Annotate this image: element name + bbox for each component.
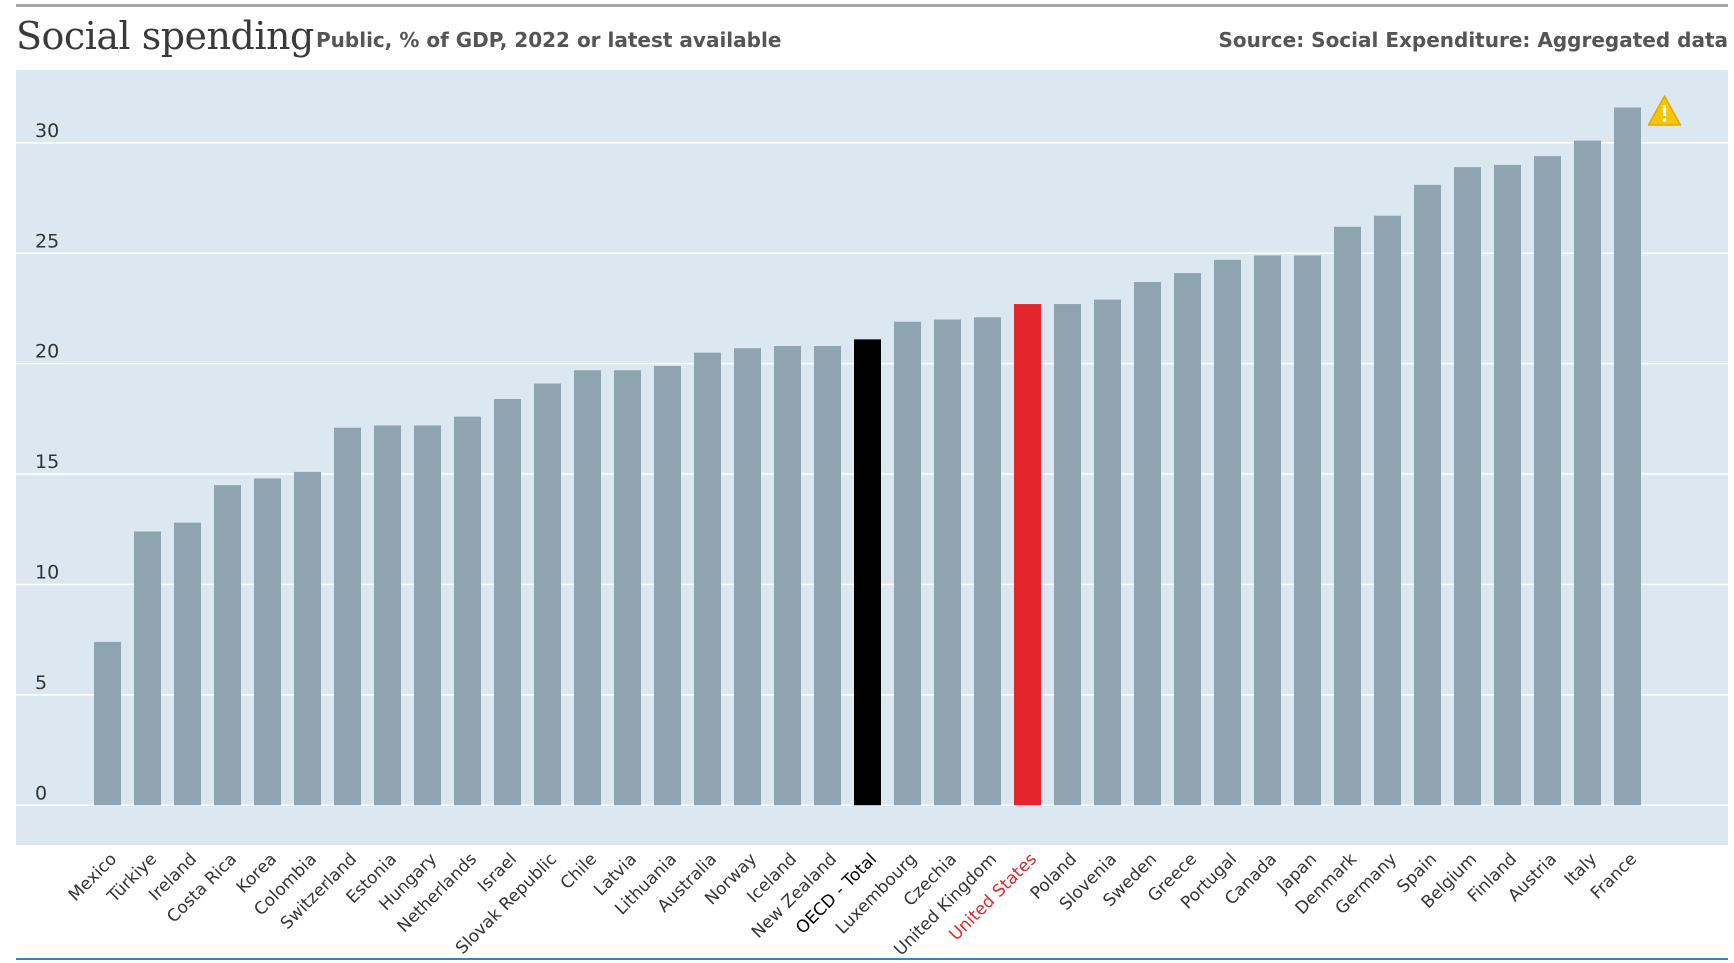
top-rule — [16, 4, 1728, 7]
bar-belgium[interactable] — [1454, 167, 1481, 806]
bottom-rule — [16, 958, 1728, 960]
y-tick-label: 10 — [35, 561, 59, 583]
bar-israel[interactable] — [494, 398, 521, 806]
bar-oecd-total[interactable] — [854, 339, 881, 806]
y-tick-label: 20 — [35, 341, 59, 363]
bar-united-states[interactable] — [1014, 304, 1041, 806]
bar-greece[interactable] — [1174, 273, 1201, 806]
bar-colombia[interactable] — [294, 471, 321, 806]
bar-estonia[interactable] — [374, 425, 401, 806]
bar-turkiye[interactable] — [134, 531, 161, 806]
bar-united-kingdom[interactable] — [974, 317, 1001, 806]
bar-finland[interactable] — [1494, 164, 1521, 806]
bar-czechia[interactable] — [934, 319, 961, 806]
bar-italy[interactable] — [1574, 140, 1601, 806]
bar-chile[interactable] — [574, 370, 601, 806]
bar-netherlands[interactable] — [454, 416, 481, 806]
chart-title: Social spending — [16, 14, 314, 58]
bar-poland[interactable] — [1054, 304, 1081, 806]
bar-ireland[interactable] — [174, 522, 201, 806]
warning-icon[interactable] — [1647, 95, 1682, 126]
bar-portugal[interactable] — [1214, 259, 1241, 806]
x-tick-label-france: France — [1587, 849, 1641, 903]
bar-new-zealand[interactable] — [814, 345, 841, 806]
bar-latvia[interactable] — [614, 370, 641, 806]
y-tick-label: 5 — [35, 672, 47, 694]
bar-mexico[interactable] — [94, 641, 121, 806]
y-tick-label: 25 — [35, 230, 59, 252]
bar-hungary[interactable] — [414, 425, 441, 806]
bar-australia[interactable] — [694, 352, 721, 806]
bar-luxembourg[interactable] — [894, 321, 921, 806]
y-tick-label: 30 — [35, 120, 59, 142]
bar-austria[interactable] — [1534, 156, 1561, 806]
chart-subtitle: Public, % of GDP, 2022 or latest availab… — [316, 28, 782, 52]
y-tick-label: 0 — [35, 782, 47, 804]
bar-iceland[interactable] — [774, 345, 801, 806]
bar-slovak-republic[interactable] — [534, 383, 561, 806]
bar-japan[interactable] — [1294, 255, 1321, 806]
bar-sweden[interactable] — [1134, 281, 1161, 806]
chart-source[interactable]: Source: Social Expenditure: Aggregated d… — [1218, 28, 1728, 52]
bar-norway[interactable] — [734, 348, 761, 806]
bar-costa-rica[interactable] — [214, 485, 241, 806]
bar-canada[interactable] — [1254, 255, 1281, 806]
y-tick-label: 15 — [35, 451, 59, 473]
bar-korea[interactable] — [254, 478, 281, 806]
bar-france[interactable] — [1614, 107, 1641, 806]
bar-germany[interactable] — [1374, 215, 1401, 806]
bar-denmark[interactable] — [1334, 226, 1361, 806]
bar-lithuania[interactable] — [654, 365, 681, 806]
bar-slovenia[interactable] — [1094, 299, 1121, 806]
bar-switzerland[interactable] — [334, 427, 361, 806]
bar-spain[interactable] — [1414, 184, 1441, 806]
